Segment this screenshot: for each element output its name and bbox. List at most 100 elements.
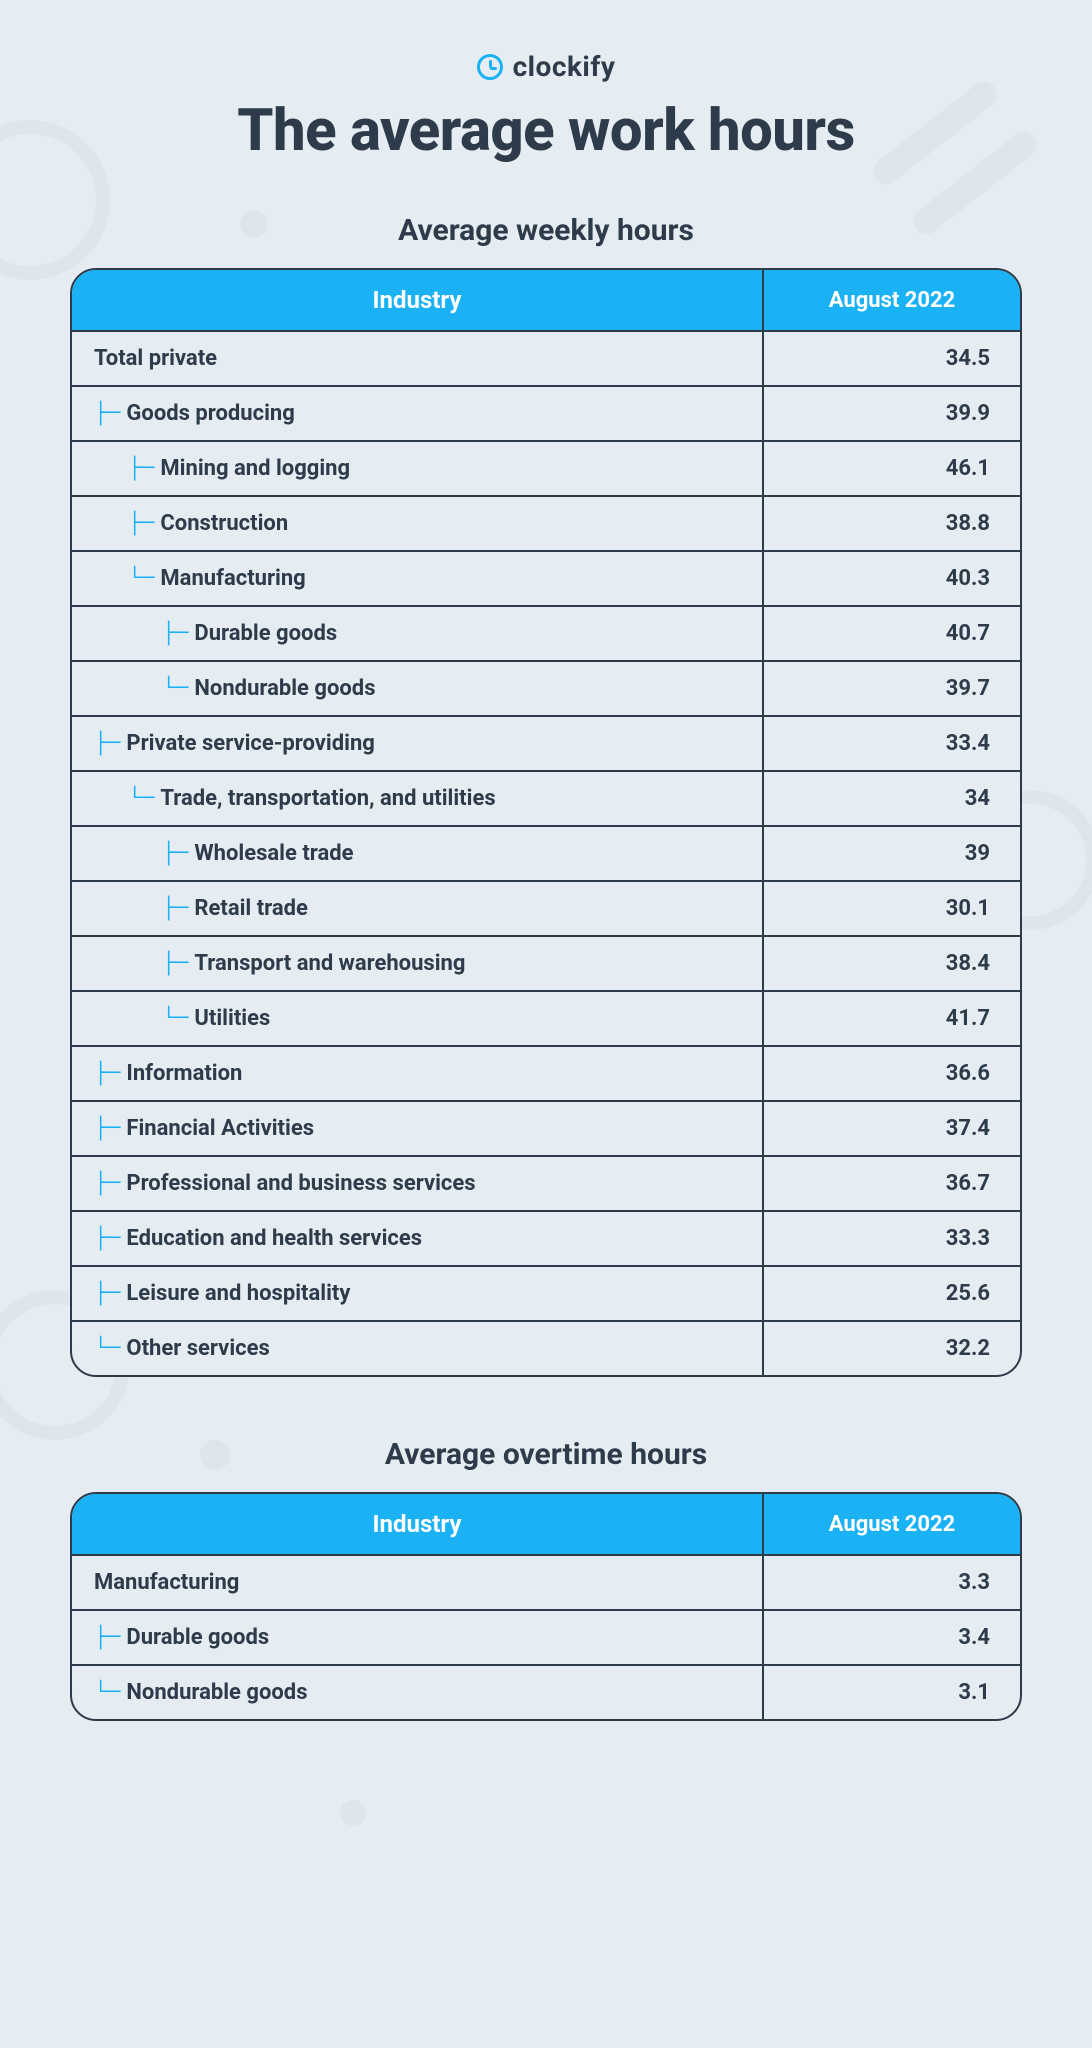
table-row: └─ Other services 32.2 (72, 1320, 1020, 1375)
column-header: August 2022 (764, 270, 1020, 330)
industry-label: Information (126, 1061, 242, 1086)
table-row: ├─Retail trade30.1 (72, 880, 1020, 935)
industry-label: Mining and logging (160, 456, 350, 481)
industry-cell: └─ Utilities (72, 990, 764, 1045)
industry-cell: ├─ Education and health services (72, 1210, 764, 1265)
industry-cell: ├─Private service-providing (72, 715, 764, 770)
tree-branch-icon: ├─ (162, 843, 188, 865)
table-row: ├─Leisure and hospitality25.6 (72, 1265, 1020, 1320)
industry-cell: ├─Information (72, 1045, 764, 1100)
value-cell: 38.8 (764, 495, 1020, 550)
tree-last-icon: └─ (128, 568, 154, 590)
industry-label: Manufacturing (94, 1570, 239, 1595)
tree-last-icon: └─ (94, 1338, 120, 1360)
value-cell: 36.7 (764, 1155, 1020, 1210)
table-row: ├─ Transport and warehousing 38.4 (72, 935, 1020, 990)
tree-branch-icon: ├─ (128, 513, 154, 535)
industry-label: Durable goods (194, 621, 337, 646)
table-row: ├─ Financial Activities 37.4 (72, 1100, 1020, 1155)
table-row: ├─Information36.6 (72, 1045, 1020, 1100)
industry-label: Total private (94, 346, 217, 371)
industry-cell: ├─Goods producing (72, 385, 764, 440)
value-cell: 25.6 (764, 1265, 1020, 1320)
industry-cell: ├─Durable goods (72, 605, 764, 660)
value-cell: 40.3 (764, 550, 1020, 605)
section-subtitle: Average weekly hours (70, 213, 1022, 248)
value-cell: 40.7 (764, 605, 1020, 660)
table-row: ├─Durable goods40.7 (72, 605, 1020, 660)
value-cell: 33.4 (764, 715, 1020, 770)
column-header: August 2022 (764, 1494, 1020, 1554)
table-row: ├─ Professional and business services 36.7 (72, 1155, 1020, 1210)
column-header: Industry (72, 1494, 764, 1554)
value-cell: 36.6 (764, 1045, 1020, 1100)
industry-label: Other services (126, 1336, 269, 1361)
table-row: ├─ Education and health services 33.3 (72, 1210, 1020, 1265)
industry-cell: ├─ Wholesale trade (72, 825, 764, 880)
brand-name: clockify (513, 50, 616, 83)
industry-label: Nondurable goods (194, 676, 375, 701)
tree-last-icon: └─ (128, 788, 154, 810)
table-row: ├─ Wholesale trade 39 (72, 825, 1020, 880)
table-row: ├─Goods producing39.9 (72, 385, 1020, 440)
industry-cell: ├─ Professional and business services (72, 1155, 764, 1210)
data-table: IndustryAugust 2022 Manufacturing 3.3├─Dur… (70, 1492, 1022, 1721)
industry-label: Nondurable goods (126, 1680, 307, 1705)
value-cell: 3.4 (764, 1609, 1020, 1664)
value-cell: 34.5 (764, 330, 1020, 385)
page-title: The average work hours (70, 97, 1022, 165)
industry-cell: ├─ Transport and warehousing (72, 935, 764, 990)
industry-label: Utilities (194, 1006, 270, 1031)
tree-branch-icon: ├─ (94, 403, 120, 425)
tree-branch-icon: ├─ (94, 1627, 120, 1649)
section-subtitle: Average overtime hours (70, 1437, 1022, 1472)
value-cell: 34 (764, 770, 1020, 825)
table-row: ├─Durable goods3.4 (72, 1609, 1020, 1664)
table-row: Total private 34.5 (72, 330, 1020, 385)
industry-label: Manufacturing (160, 566, 305, 591)
value-cell: 38.4 (764, 935, 1020, 990)
industry-label: Professional and business services (126, 1171, 475, 1196)
value-cell: 32.2 (764, 1320, 1020, 1375)
table-section: Average overtime hours IndustryAugust 202… (70, 1437, 1022, 1721)
value-cell: 3.1 (764, 1664, 1020, 1719)
industry-cell: ├─ Construction (72, 495, 764, 550)
tree-branch-icon: ├─ (94, 1228, 120, 1250)
industry-label: Wholesale trade (194, 841, 353, 866)
value-cell: 39.9 (764, 385, 1020, 440)
industry-label: Construction (160, 511, 288, 536)
column-header: Industry (72, 270, 764, 330)
value-cell: 33.3 (764, 1210, 1020, 1265)
industry-label: Financial Activities (126, 1116, 314, 1141)
industry-label: Education and health services (126, 1226, 422, 1251)
industry-cell: └─Nondurable goods (72, 1664, 764, 1719)
tree-branch-icon: ├─ (162, 953, 188, 975)
value-cell: 30.1 (764, 880, 1020, 935)
table-row: ├─Mining and logging46.1 (72, 440, 1020, 495)
value-cell: 39 (764, 825, 1020, 880)
industry-cell: ├─Mining and logging (72, 440, 764, 495)
tree-last-icon: └─ (162, 678, 188, 700)
table-row: └─ Manufacturing 40.3 (72, 550, 1020, 605)
tree-last-icon: └─ (162, 1008, 188, 1030)
industry-cell: ├─Leisure and hospitality (72, 1265, 764, 1320)
table-row: └─ Trade, transportation, and utilities 34 (72, 770, 1020, 825)
industry-cell: Manufacturing (72, 1554, 764, 1609)
industry-cell: └─ Other services (72, 1320, 764, 1375)
value-cell: 37.4 (764, 1100, 1020, 1155)
industry-label: Leisure and hospitality (126, 1281, 350, 1306)
tree-branch-icon: ├─ (94, 1118, 120, 1140)
industry-cell: └─ Nondurable goods (72, 660, 764, 715)
industry-label: Private service-providing (126, 731, 374, 756)
industry-cell: ├─ Financial Activities (72, 1100, 764, 1155)
table-row: └─Nondurable goods39.7 (72, 660, 1020, 715)
industry-label: Trade, transportation, and utilities (160, 786, 495, 811)
table-row: ├─Private service-providing33.4 (72, 715, 1020, 770)
value-cell: 3.3 (764, 1554, 1020, 1609)
table-row: └─ Utilities 41.7 (72, 990, 1020, 1045)
industry-label: Transport and warehousing (194, 951, 465, 976)
value-cell: 41.7 (764, 990, 1020, 1045)
industry-cell: ├─Durable goods (72, 1609, 764, 1664)
table-row: ├─ Construction 38.8 (72, 495, 1020, 550)
tree-branch-icon: ├─ (94, 1173, 120, 1195)
